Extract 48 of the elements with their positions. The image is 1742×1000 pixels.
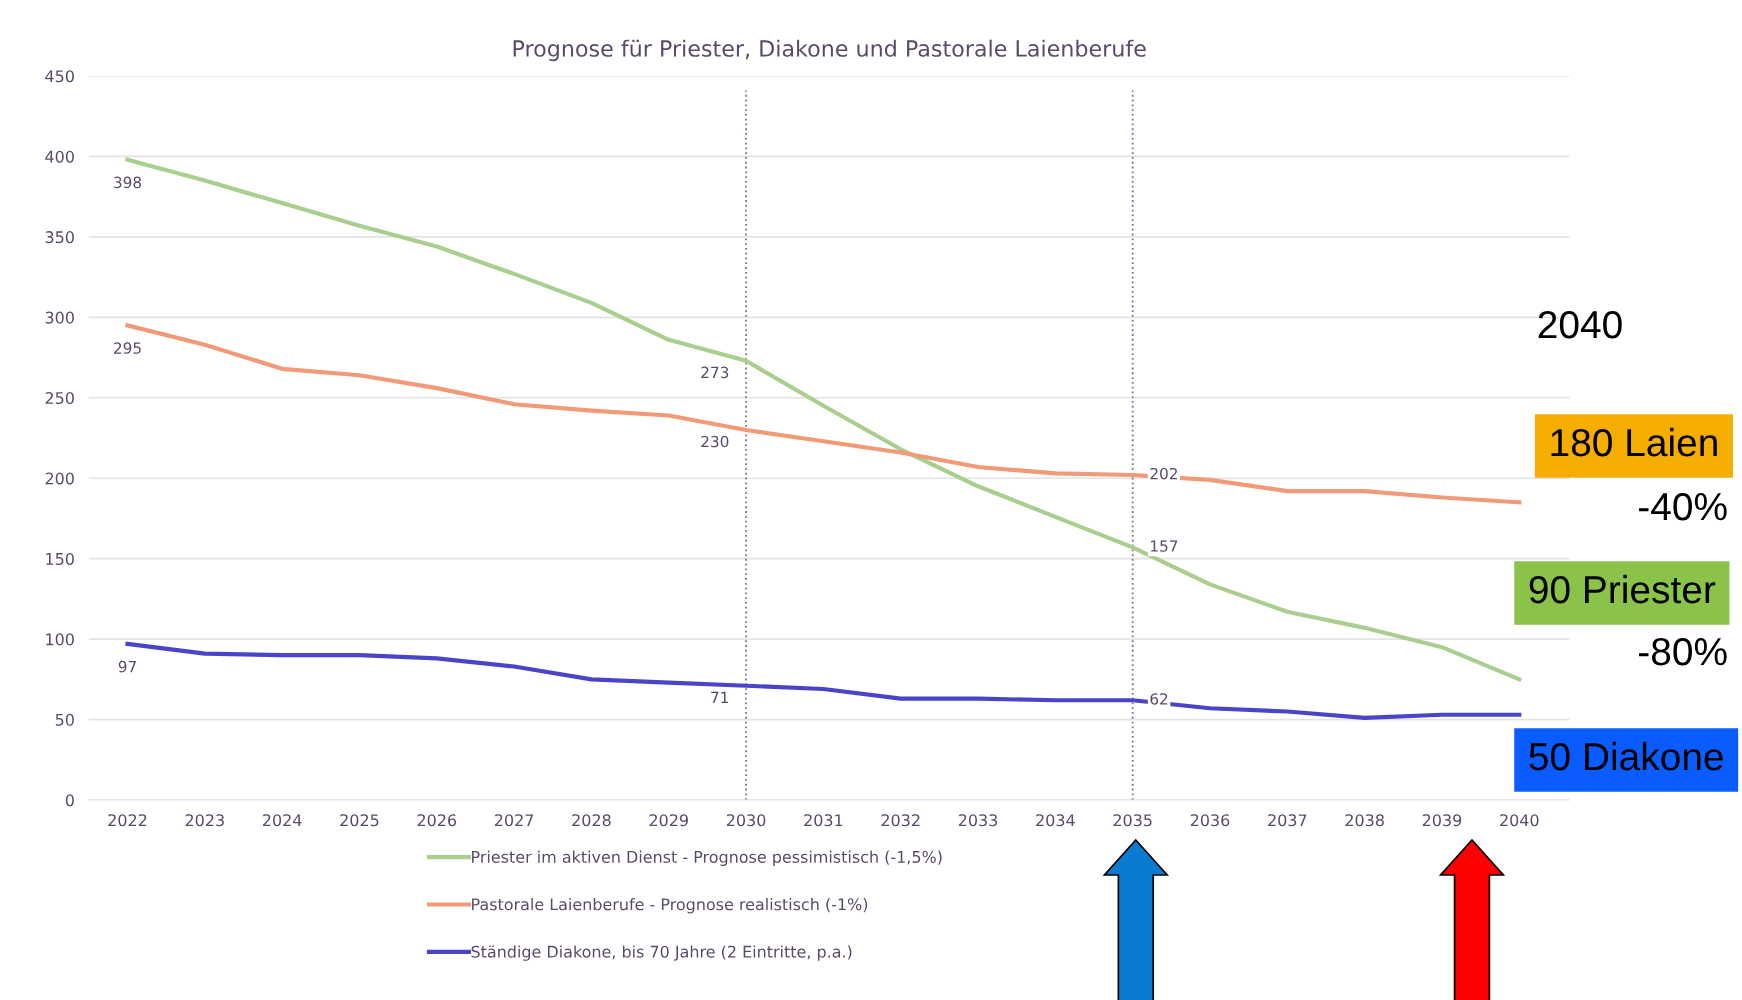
chart-title: Prognose für Priester, Diakone und Pastorale Laienberufe [513,39,1146,62]
data-label: 295 [114,342,141,354]
legend-label: Priester im aktiven Dienst - Prognose pessimistisch (-1,5%) [472,850,942,867]
y-tick-label: 250 [45,391,74,405]
y-tick-label: 400 [45,150,74,163]
x-tick-label: 2030 [726,814,766,827]
x-tick-label: 2026 [417,814,457,827]
x-tick-label: 2039 [1422,814,1462,827]
y-tick-label: 350 [45,231,74,244]
y-tick-label: 150 [46,552,74,565]
y-tick-label: 200 [45,472,74,485]
y-tick-label: 300 [45,311,74,324]
x-tick-label: 2037 [1268,814,1307,827]
x-tick-label: 2027 [494,814,534,827]
y-tick-label: 100 [46,633,74,646]
annotation: 180 Laien [1551,427,1717,457]
y-tick-label: 50 [55,713,74,726]
legend-label: Ständige Diakone, bis 70 Jahre (2 Eintritte, p.a.) [471,945,852,961]
legend-label: Pastorale Laienberufe - Prognose realistisch (-1%) [472,897,868,914]
x-tick-label: 2035 [1113,814,1152,827]
x-tick-label: 2033 [958,814,998,827]
annotation: 50 Diakone [1529,741,1723,771]
text: -40% [1639,492,1727,521]
x-tick-label: 2024 [262,814,302,827]
annotation: 90 Priester [1529,574,1716,604]
x-tick-label: 2031 [804,814,843,827]
x-tick-label: 2040 [1500,814,1539,827]
x-tick-label: 2023 [185,814,224,827]
x-tick-label: 2025 [340,814,379,827]
x-tick-label: 2036 [1190,814,1230,827]
data-label: 230 [701,435,729,448]
data-label: 157 [1151,540,1178,552]
data-label: 398 [114,176,142,189]
x-tick-label: 2022 [108,814,147,827]
x-tick-label: 2038 [1345,814,1384,827]
data-label: 71 [711,691,728,703]
data-label: 97 [118,660,136,673]
x-tick-label: 2032 [881,814,920,827]
data-label: 62 [1150,693,1168,705]
y-tick-label: 450 [45,70,74,83]
x-tick-label: 2034 [1036,814,1075,827]
y-tick-label: 0 [65,794,74,807]
text: -80% [1639,637,1727,666]
data-label: 273 [701,366,729,379]
x-tick-label: 2028 [572,814,611,827]
data-label: 202 [1150,467,1177,480]
x-tick-label: 2029 [649,814,688,827]
annotation: 2040 [1538,310,1622,339]
